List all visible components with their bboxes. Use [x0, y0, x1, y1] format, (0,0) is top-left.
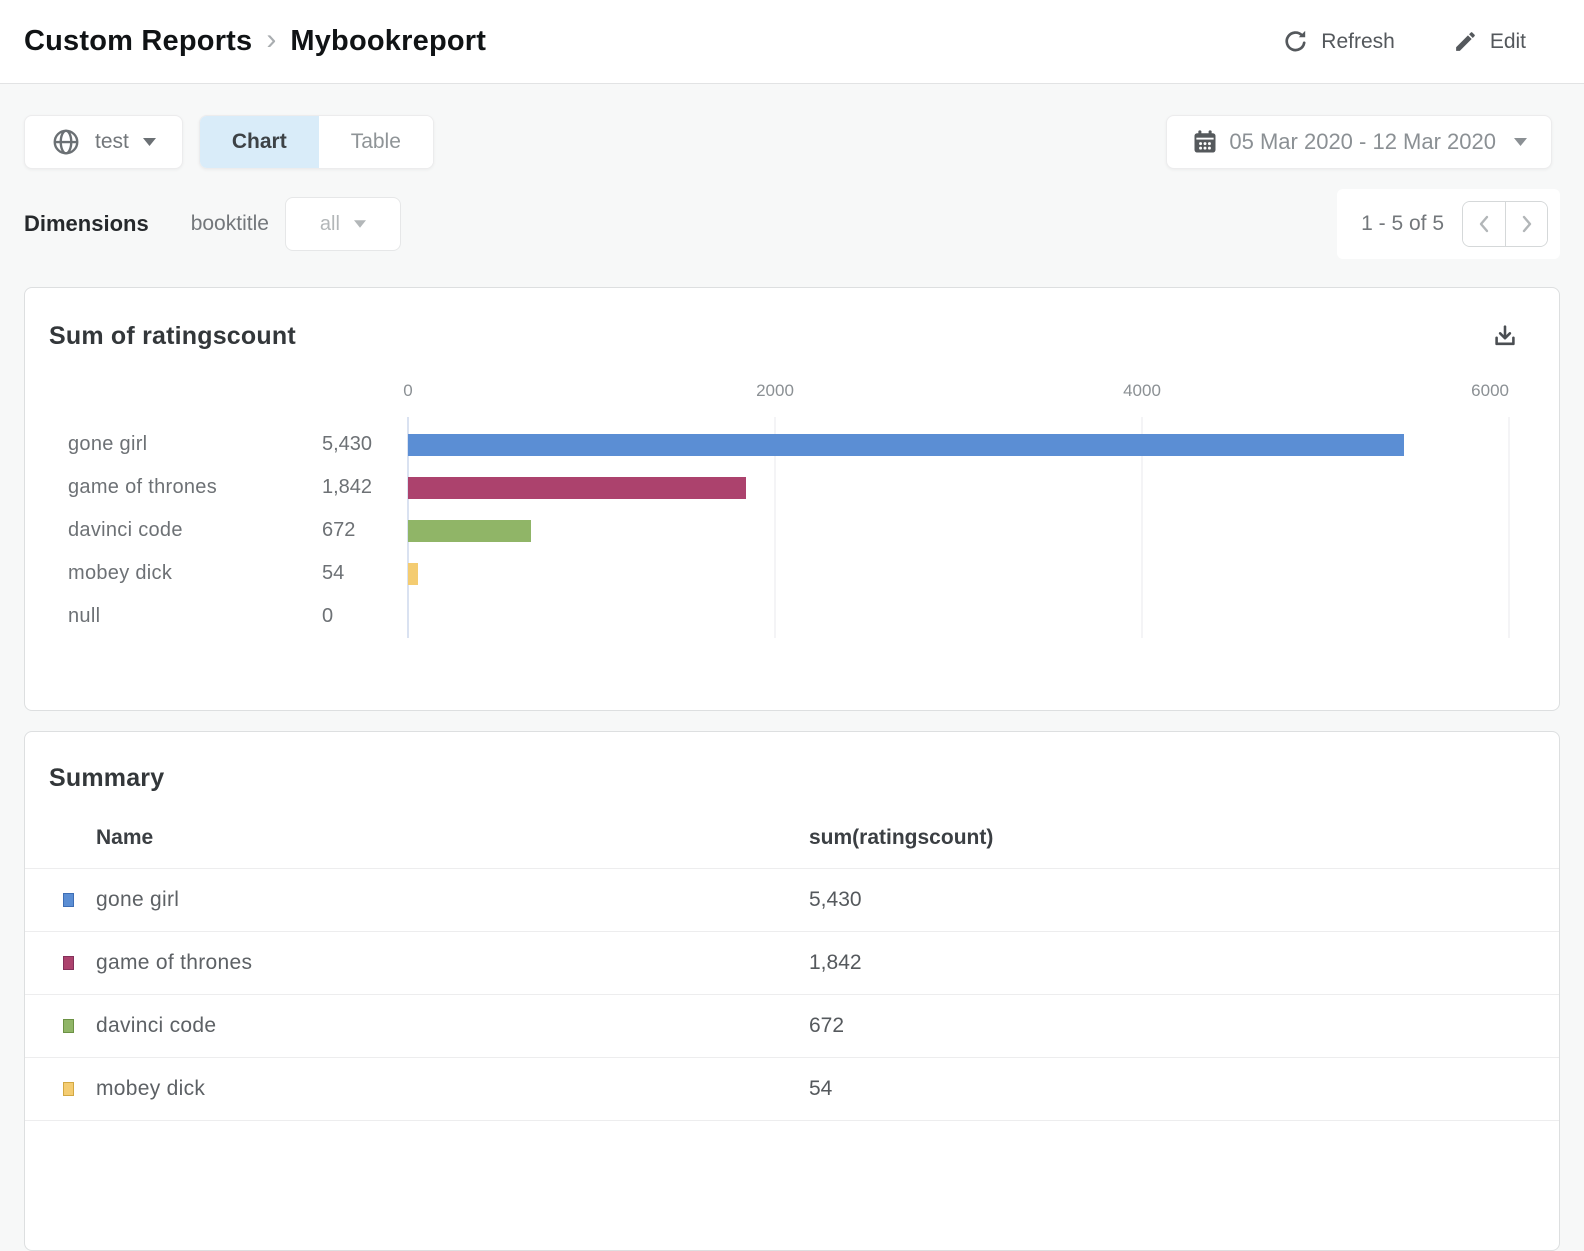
chart-category-label: gone girl: [68, 433, 148, 455]
breadcrumb-section[interactable]: Custom Reports: [24, 25, 253, 57]
column-header-value: sum(ratingscount): [809, 825, 994, 849]
chart-value-label: 0: [322, 605, 334, 627]
row-value: 672: [809, 1014, 845, 1037]
chevron-right-icon: [1521, 215, 1533, 233]
chart-value-label: 54: [322, 562, 345, 584]
chart-title: Sum of ratingscount: [49, 322, 296, 350]
bar-track: [408, 552, 1509, 595]
next-page-button[interactable]: [1505, 202, 1547, 246]
chart-value-label: 1,842: [322, 476, 373, 498]
breadcrumb-separator-icon: ›: [266, 22, 277, 56]
pagination-buttons: [1462, 201, 1548, 247]
dimensions-bar: Dimensions booktitle all 1 - 5 of 5: [24, 189, 1560, 259]
pagination-range-label: 1 - 5 of 5: [1361, 212, 1444, 235]
bar-track: [408, 466, 1509, 509]
header-actions: Refresh Edit: [1282, 28, 1526, 55]
bar-track: [408, 595, 1509, 638]
bar-track: [408, 423, 1509, 466]
chevron-down-icon: [353, 215, 366, 233]
download-button[interactable]: [1491, 322, 1519, 350]
chart-row: davinci code 672: [68, 509, 1509, 552]
dimensions-label: Dimensions: [24, 211, 149, 236]
date-range-label: 05 Mar 2020 - 12 Mar 2020: [1229, 129, 1496, 154]
scope-selector-dropdown[interactable]: test: [24, 115, 183, 169]
chart-category-label: mobey dick: [68, 562, 173, 584]
pencil-icon: [1453, 29, 1478, 54]
summary-rows: gone girl 5,430 game of thrones 1,842 davinc…: [25, 869, 1559, 1121]
scope-label: test: [95, 130, 129, 153]
row-value: 54: [809, 1077, 833, 1100]
calendar-icon: [1191, 128, 1219, 156]
bar-game-of-thrones[interactable]: [408, 476, 746, 499]
column-header-name: Name: [96, 825, 154, 849]
chevron-down-icon: [142, 133, 156, 151]
chevron-down-icon: [1514, 133, 1527, 151]
tab-table[interactable]: Table: [318, 116, 433, 168]
chart-x-axis: 0 2000 4000 6000: [403, 381, 1509, 405]
bar-track: [408, 509, 1509, 552]
tab-chart[interactable]: Chart: [199, 116, 319, 168]
refresh-icon: [1282, 28, 1309, 55]
legend-swatch-icon: [63, 956, 74, 970]
bar-davinci-code[interactable]: [408, 519, 532, 542]
dimension-name: booktitle: [190, 212, 269, 235]
row-name: mobey dick: [96, 1077, 206, 1100]
chart-value-label: 5,430: [322, 433, 373, 455]
bar-mobey-dick[interactable]: [408, 562, 418, 585]
refresh-button[interactable]: Refresh: [1282, 28, 1395, 55]
chart-card: Sum of ratingscount 0 2000 4000 6000 gone g…: [24, 287, 1560, 711]
chevron-left-icon: [1478, 215, 1490, 233]
row-name: game of thrones: [96, 951, 253, 974]
gridline: [774, 417, 776, 638]
chart-row: null 0: [68, 595, 1509, 638]
summary-table-header: Name sum(ratingscount): [25, 793, 1559, 869]
chart-category-label: davinci code: [68, 519, 183, 541]
bar-chart: 0 2000 4000 6000 gone girl 5,430 game of thro…: [25, 381, 1559, 638]
view-toggle: Chart Table: [198, 115, 434, 169]
edit-button[interactable]: Edit: [1453, 29, 1526, 54]
date-range-picker[interactable]: 05 Mar 2020 - 12 Mar 2020: [1166, 115, 1552, 169]
gridline: [1508, 417, 1510, 638]
gridline: [1141, 417, 1143, 638]
legend-swatch-icon: [63, 1082, 74, 1096]
page-title: Mybookreport: [290, 25, 487, 57]
pagination: 1 - 5 of 5: [1337, 189, 1560, 259]
prev-page-button[interactable]: [1463, 202, 1505, 246]
table-row: mobey dick 54: [25, 1058, 1559, 1121]
download-icon: [1491, 322, 1519, 350]
x-tick-label: 2000: [756, 381, 794, 400]
chart-row: gone girl 5,430: [68, 423, 1509, 466]
legend-swatch-icon: [63, 893, 74, 907]
chart-rows: gone girl 5,430 game of thrones 1,842 davinc…: [68, 423, 1509, 638]
row-name: davinci code: [96, 1014, 217, 1037]
bar-gone-girl[interactable]: [408, 433, 1405, 456]
page-header: Custom Reports › Mybookreport Refresh Ed…: [0, 0, 1584, 84]
x-tick-label: 4000: [1123, 381, 1161, 400]
dimension-filter-dropdown[interactable]: all: [284, 197, 401, 251]
summary-title: Summary: [49, 764, 165, 792]
filter-value: all: [319, 212, 340, 235]
summary-card: Summary Name sum(ratingscount) gone girl…: [24, 731, 1560, 1251]
table-row: davinci code 672: [25, 995, 1559, 1058]
refresh-label: Refresh: [1321, 29, 1395, 53]
chart-category-label: game of thrones: [68, 476, 218, 498]
chart-value-label: 672: [322, 519, 356, 541]
chart-row: mobey dick 54: [68, 552, 1509, 595]
chart-row: game of thrones 1,842: [68, 466, 1509, 509]
edit-label: Edit: [1489, 29, 1526, 53]
x-tick-label: 6000: [1471, 381, 1509, 400]
table-row: gone girl 5,430: [25, 869, 1559, 932]
x-tick-label: 0: [403, 381, 413, 400]
chart-category-label: null: [68, 605, 101, 627]
legend-swatch-icon: [63, 1019, 74, 1033]
toolbar: test Chart Table 05 Mar 2020 - 12 Mar 20…: [24, 115, 1552, 169]
row-value: 5,430: [809, 888, 862, 911]
row-value: 1,842: [809, 951, 862, 974]
table-row: game of thrones 1,842: [25, 932, 1559, 995]
row-name: gone girl: [96, 888, 180, 911]
globe-icon: [51, 127, 81, 157]
